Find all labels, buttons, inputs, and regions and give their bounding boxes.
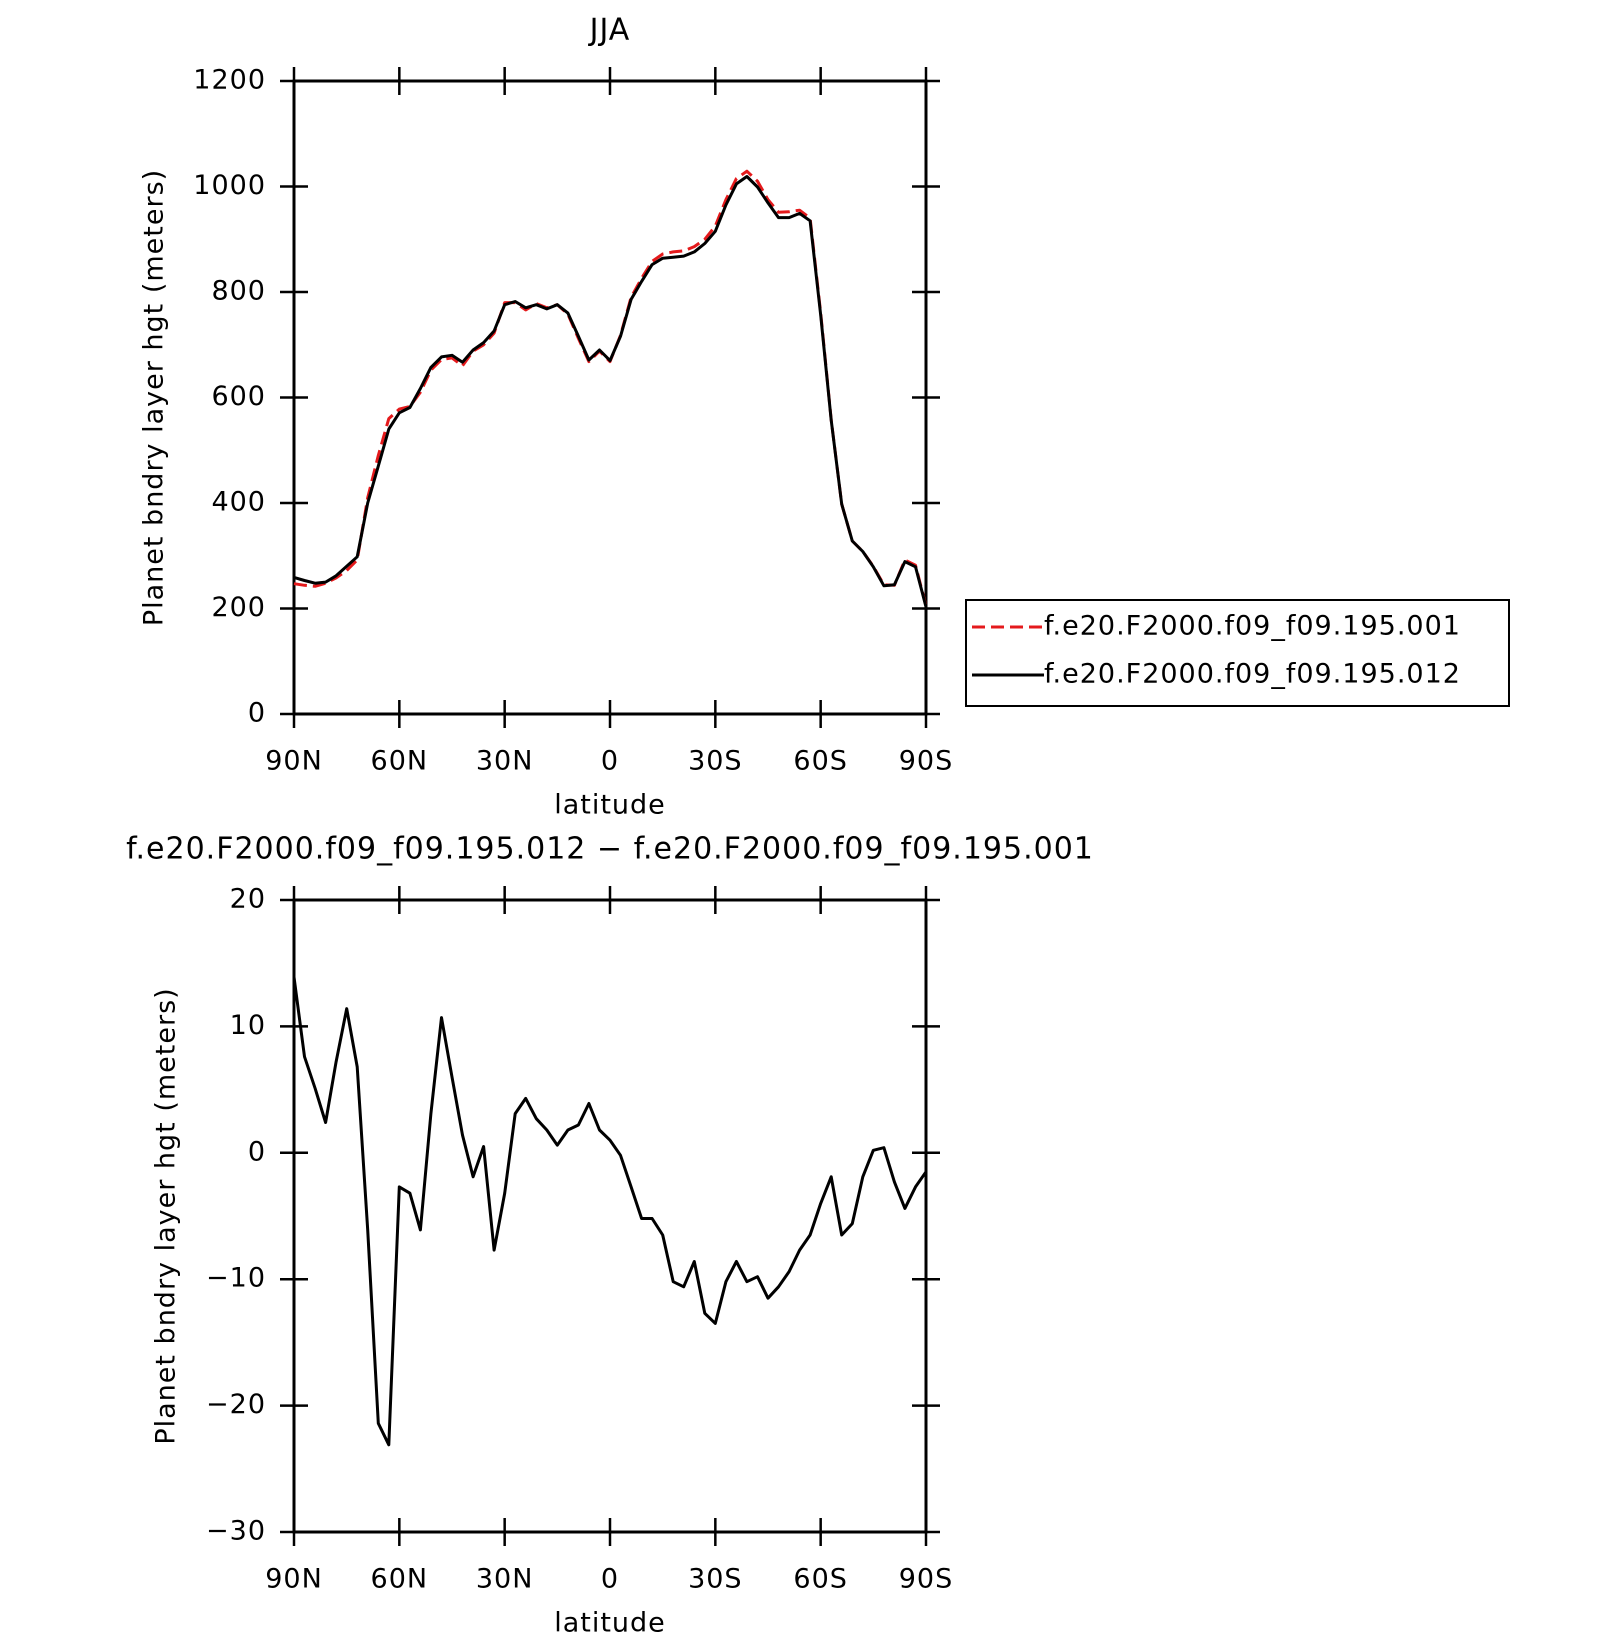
- y-tick-label: 200: [211, 592, 266, 623]
- x-tick-label: 30S: [688, 746, 743, 777]
- x-tick-label: 30N: [476, 1564, 534, 1595]
- x-tick-label: 0: [601, 746, 619, 777]
- legend-label: f.e20.F2000.f09_f09.195.012: [1044, 659, 1461, 690]
- x-tick-label: 60S: [793, 1564, 848, 1595]
- legend-label: f.e20.F2000.f09_f09.195.001: [1044, 611, 1461, 642]
- x-tick-label: 30S: [688, 1564, 743, 1595]
- x-tick-label: 30N: [476, 746, 534, 777]
- x-tick-label: 90N: [265, 1564, 323, 1595]
- x-tick-label: 60S: [793, 746, 848, 777]
- x-tick-label: 90S: [899, 1564, 954, 1595]
- chart-title: f.e20.F2000.f09_f09.195.012 − f.e20.F200…: [126, 832, 1094, 867]
- x-tick-label: 90N: [265, 746, 323, 777]
- y-axis-label: Planet bndry layer hgt (meters): [139, 169, 170, 626]
- y-tick-label: 10: [230, 1010, 266, 1041]
- y-tick-label: 800: [211, 276, 266, 307]
- y-axis-label: Planet bndry layer hgt (meters): [151, 987, 182, 1444]
- data-line: [293, 175, 928, 608]
- y-tick-label: 0: [248, 1136, 266, 1167]
- y-tick-label: 1200: [193, 65, 266, 96]
- y-tick-label: −10: [206, 1263, 266, 1294]
- y-tick-label: −30: [206, 1516, 266, 1547]
- y-tick-label: 1000: [193, 170, 266, 201]
- y-tick-label: 20: [230, 884, 266, 915]
- y-tick-label: 0: [248, 698, 266, 729]
- x-tick-label: 90S: [899, 746, 954, 777]
- y-tick-label: 600: [211, 381, 266, 412]
- chart-title: JJA: [588, 13, 631, 48]
- x-tick-label: 60N: [371, 746, 429, 777]
- data-line: [293, 169, 928, 607]
- x-axis-label: latitude: [554, 790, 666, 821]
- x-tick-label: 0: [601, 1564, 619, 1595]
- legend-box: [965, 599, 1510, 707]
- plot-frame: [292, 79, 928, 716]
- plot-frame: [292, 898, 928, 1534]
- x-axis-label: latitude: [554, 1608, 666, 1635]
- y-tick-label: 400: [211, 487, 266, 518]
- y-tick-label: −20: [206, 1389, 266, 1420]
- data-line: [292, 976, 928, 1447]
- x-tick-label: 60N: [371, 1564, 429, 1595]
